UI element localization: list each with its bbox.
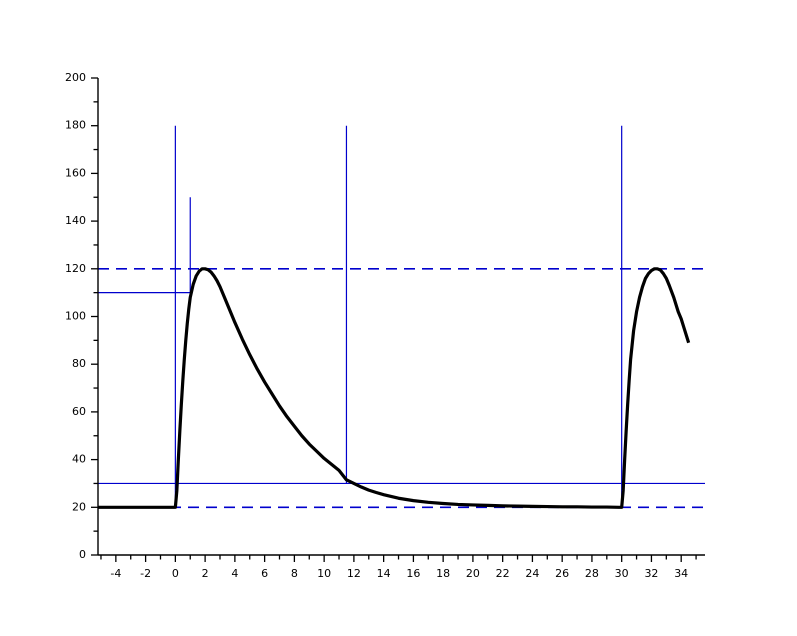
y-tick-label: 160 (65, 166, 86, 179)
x-tick-label: 2 (202, 567, 209, 580)
x-tick-label: 0 (172, 567, 179, 580)
x-tick-label: 28 (585, 567, 599, 580)
x-tick-label: 8 (291, 567, 298, 580)
y-tick-label: 0 (79, 548, 86, 561)
y-tick-label: 120 (65, 262, 86, 275)
y-tick-label: 80 (72, 357, 86, 370)
x-tick-label: 16 (406, 567, 420, 580)
x-tick-label: 12 (347, 567, 361, 580)
y-tick-label: 60 (72, 405, 86, 418)
x-tick-label: 14 (377, 567, 391, 580)
y-tick-label: 100 (65, 310, 86, 323)
y-tick-label: 200 (65, 71, 86, 84)
x-tick-label: 32 (644, 567, 658, 580)
x-tick-label: 18 (436, 567, 450, 580)
y-tick-label: 20 (72, 500, 86, 513)
x-tick-label: 10 (317, 567, 331, 580)
x-tick-label: 26 (555, 567, 569, 580)
x-tick-label: 30 (615, 567, 629, 580)
x-tick-label: 22 (496, 567, 510, 580)
x-tick-label: 4 (231, 567, 238, 580)
x-tick-label: 20 (466, 567, 480, 580)
data-series-layer (98, 267, 691, 509)
y-tick-label: 140 (65, 214, 86, 227)
x-tick-label: 34 (674, 567, 688, 580)
x-tick-label: -2 (140, 567, 151, 580)
axes-layer (91, 77, 705, 562)
x-tick-label: -4 (110, 567, 121, 580)
x-tick-label: 24 (525, 567, 539, 580)
concentration-curve (98, 267, 691, 509)
y-tick-label: 40 (72, 453, 86, 466)
y-tick-label: 180 (65, 119, 86, 132)
x-tick-label: 6 (261, 567, 268, 580)
